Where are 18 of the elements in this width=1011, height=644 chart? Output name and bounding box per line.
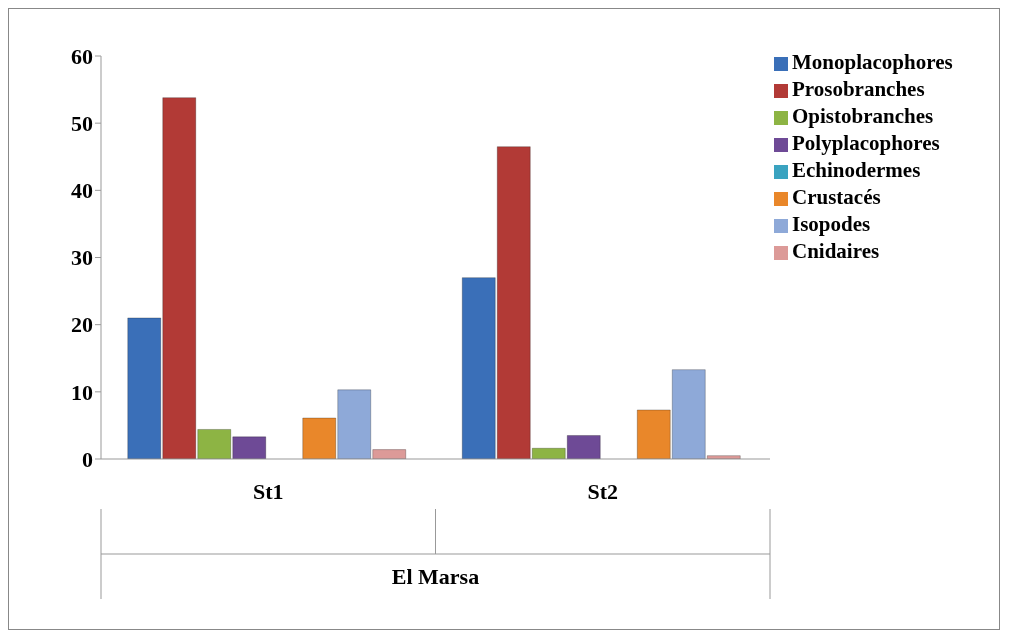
legend-label: Monoplacophores — [792, 50, 953, 74]
x-axis-title: El Marsa — [391, 564, 480, 589]
legend-label: Crustacés — [792, 185, 881, 209]
y-tick-label: 30 — [71, 245, 93, 271]
y-tick-label: 10 — [71, 379, 93, 405]
legend-label: Prosobranches — [792, 77, 925, 101]
legend-label: Polyplacophores — [792, 131, 940, 155]
legend-label: Echinodermes — [792, 158, 921, 182]
legend-label: Isopodes — [792, 212, 871, 236]
y-tick-label: 60 — [71, 43, 93, 69]
legend-label: Opistobranches — [792, 104, 934, 128]
x-tick-label: St1 — [252, 478, 284, 504]
legend-label: Cnidaires — [792, 239, 880, 263]
y-tick-label: 40 — [71, 178, 93, 204]
x-tick-label: St2 — [587, 478, 619, 504]
y-tick-label: 20 — [71, 312, 93, 338]
y-tick-label: 50 — [71, 110, 93, 136]
y-tick-label: 0 — [82, 446, 93, 472]
